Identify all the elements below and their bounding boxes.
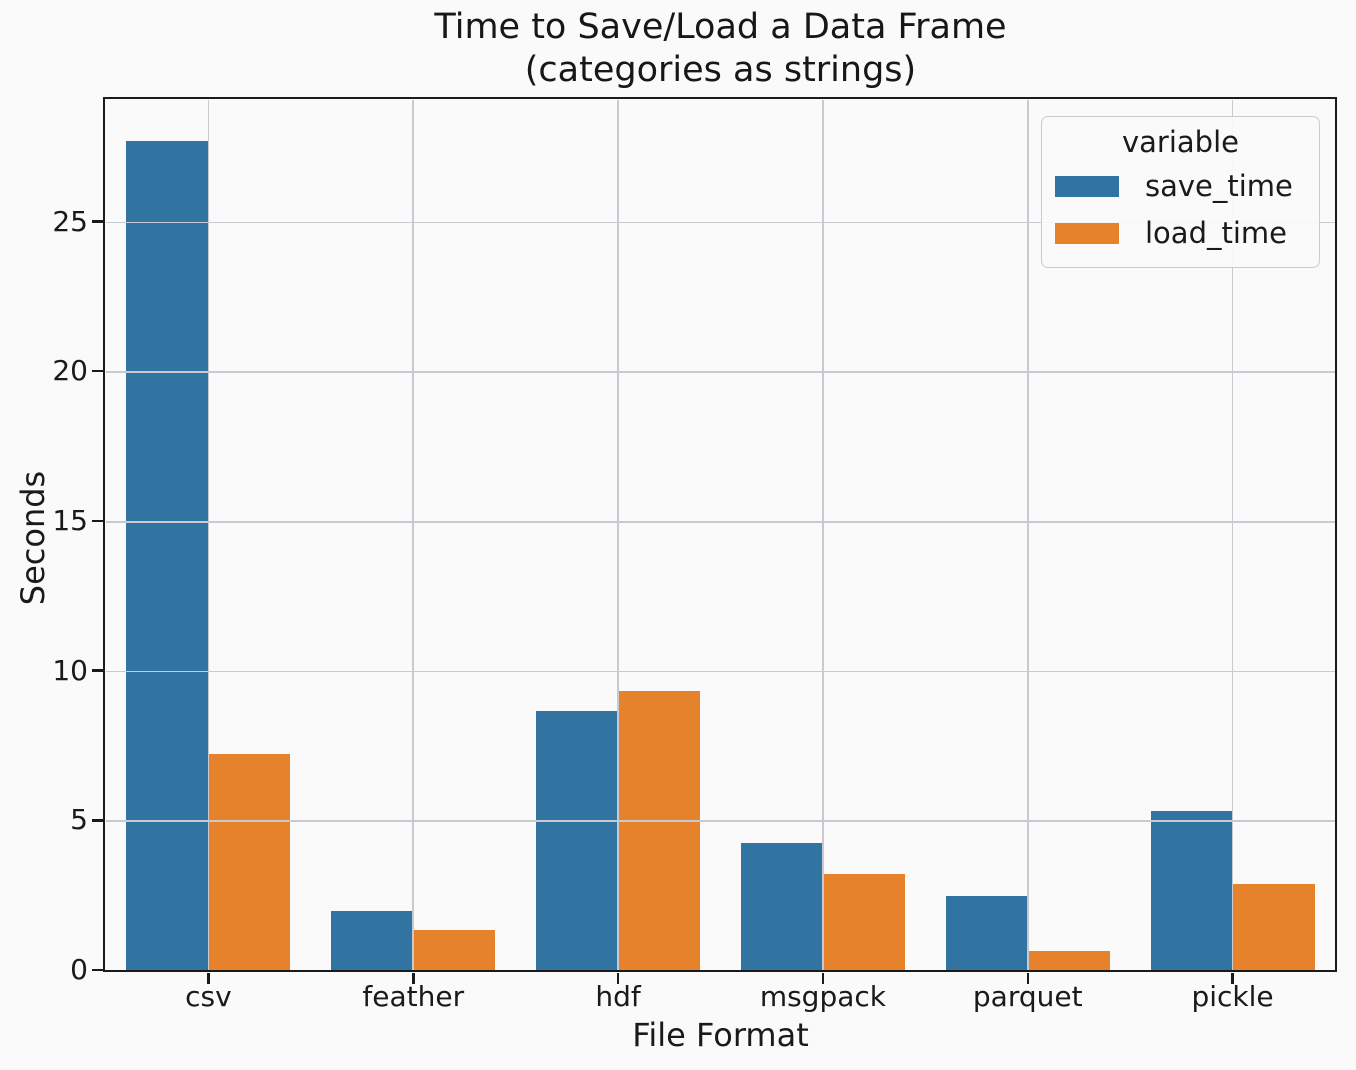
legend-item-load-time: load_time — [1042, 213, 1319, 253]
x-tick-mark-csv — [207, 973, 210, 984]
gridline-y-20 — [106, 371, 1335, 373]
gridline-x-csv — [207, 100, 210, 970]
chart-title-line1: Time to Save/Load a Data Frame — [434, 7, 1007, 47]
y-tick-mark-0 — [92, 968, 103, 972]
legend-label-load-time: load_time — [1145, 216, 1287, 250]
x-tick-label-msgpack: msgpack — [759, 980, 886, 1013]
y-tick-label-15: 15 — [52, 503, 88, 537]
gridline-x-parquet — [1026, 100, 1029, 970]
x-tick-label-hdf: hdf — [595, 980, 641, 1013]
bar-save_time-csv — [126, 140, 209, 970]
gridline-x-feather — [412, 100, 415, 970]
chart-title: Time to Save/Load a Data Frame (categori… — [106, 6, 1335, 92]
x-tick-mark-parquet — [1026, 973, 1029, 984]
y-tick-mark-5 — [92, 819, 103, 822]
legend-title: variable — [1122, 125, 1239, 159]
bar-load_time-feather — [413, 929, 496, 970]
x-tick-label-pickle: pickle — [1191, 980, 1274, 1013]
gridline-x-hdf — [617, 100, 619, 970]
legend-swatch-save-time-icon — [1055, 175, 1119, 197]
gridline-y-5 — [106, 820, 1335, 822]
gridline-x-pickle — [1231, 100, 1234, 970]
bar-load_time-pickle — [1232, 884, 1315, 970]
x-tick-label-parquet: parquet — [972, 980, 1083, 1013]
chart-title-line2: (categories as strings) — [524, 50, 917, 90]
x-tick-mark-msgpack — [821, 973, 825, 984]
bar-save_time-msgpack — [740, 842, 823, 970]
bar-load_time-msgpack — [822, 874, 905, 970]
y-tick-mark-25 — [92, 220, 103, 223]
x-tick-mark-hdf — [616, 973, 620, 984]
y-axis-label: Seconds — [14, 470, 52, 606]
y-tick-label-10: 10 — [52, 653, 88, 687]
legend-label-save-time: save_time — [1145, 169, 1293, 203]
bar-save_time-feather — [331, 910, 414, 970]
y-tick-label-20: 20 — [52, 354, 88, 388]
legend-item-save-time: save_time — [1042, 166, 1319, 206]
y-tick-mark-10 — [92, 669, 103, 672]
x-tick-mark-pickle — [1231, 973, 1234, 984]
bar-save_time-parquet — [945, 896, 1028, 970]
bar-load_time-parquet — [1027, 950, 1110, 970]
y-tick-mark-20 — [92, 369, 103, 373]
gridline-x-msgpack — [822, 100, 824, 970]
y-tick-label-5: 5 — [70, 803, 88, 837]
bar-save_time-hdf — [536, 710, 619, 970]
bar-load_time-hdf — [618, 690, 700, 970]
y-tick-label-25: 25 — [52, 204, 88, 238]
x-axis-label: File Format — [632, 1016, 809, 1054]
y-tick-mark-15 — [92, 519, 103, 523]
x-tick-label-feather: feather — [362, 980, 465, 1013]
gridline-y-10 — [106, 670, 1335, 673]
legend: variable save_time load_time — [1041, 116, 1320, 268]
y-tick-label-0: 0 — [70, 953, 88, 986]
bar-save_time-pickle — [1150, 810, 1233, 970]
gridline-y-25 — [106, 221, 1335, 224]
bar-load_time-csv — [208, 753, 291, 970]
legend-swatch-load-time-icon — [1055, 222, 1119, 244]
gridline-y-15 — [106, 520, 1335, 523]
x-tick-label-csv: csv — [185, 980, 232, 1013]
x-tick-mark-feather — [412, 973, 415, 984]
